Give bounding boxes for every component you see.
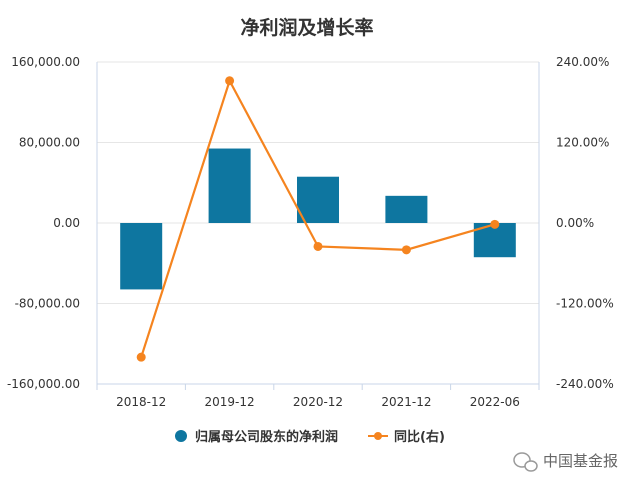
wechat-icon — [513, 452, 538, 472]
legend-line-label: 同比(右) — [394, 429, 445, 445]
right-tick-label: 240.00% — [556, 55, 609, 69]
legend-bar-label: 归属母公司股东的净利润 — [195, 429, 338, 445]
line-series — [136, 76, 500, 362]
right-tick-label: -240.00% — [556, 377, 614, 391]
line-point-2022-06 — [490, 219, 500, 229]
line-point-2021-12 — [401, 245, 411, 255]
x-tick-label: 2018-12 — [116, 395, 166, 409]
legend: 归属母公司股东的净利润 同比(右) — [175, 429, 445, 445]
legend-line-marker-dot — [374, 432, 382, 440]
line-point-2018-12 — [136, 352, 146, 362]
x-tick-label: 2019-12 — [205, 395, 255, 409]
right-tick-label: 120.00% — [556, 136, 609, 150]
chart-title: 净利润及增长率 — [240, 16, 373, 39]
right-axis: 240.00% 120.00% 0.00% -120.00% -240.00% — [538, 55, 614, 391]
watermark: 中国基金报 — [513, 452, 618, 472]
x-tick-label: 2021-12 — [381, 395, 431, 409]
legend-bar-marker — [175, 430, 187, 442]
bar-series — [120, 148, 516, 290]
left-axis: 160,000.00 80,000.00 0.00 -80,000.00 -160,00… — [7, 55, 98, 391]
x-axis: 2018-12 2019-12 2020-12 2021-12 2022-06 — [96, 383, 540, 409]
bar-2018-12 — [120, 223, 163, 290]
left-tick-label: -80,000.00 — [15, 297, 80, 311]
right-tick-label: -120.00% — [556, 297, 614, 311]
bar-2020-12 — [297, 176, 339, 223]
left-tick-label: 0.00 — [53, 216, 80, 230]
left-tick-label: 160,000.00 — [11, 55, 80, 69]
bar-2019-12 — [208, 148, 251, 223]
left-tick-label: -160,000.00 — [7, 377, 80, 391]
left-tick-label: 80,000.00 — [19, 136, 80, 150]
x-tick-label: 2022-06 — [470, 395, 520, 409]
right-tick-label: 0.00% — [556, 216, 594, 230]
watermark-text: 中国基金报 — [543, 452, 618, 470]
line-point-2019-12 — [225, 76, 235, 86]
line-point-2020-12 — [313, 241, 323, 251]
x-tick-label: 2020-12 — [293, 395, 343, 409]
bar-2021-12 — [385, 195, 428, 223]
